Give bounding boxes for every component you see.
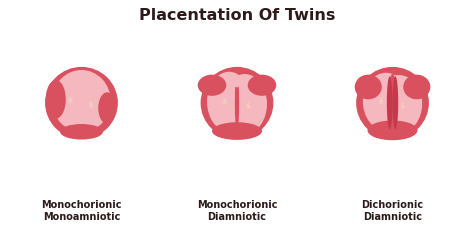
Ellipse shape — [404, 106, 405, 108]
Ellipse shape — [207, 72, 251, 132]
Ellipse shape — [246, 108, 248, 109]
Ellipse shape — [379, 102, 381, 104]
Ellipse shape — [246, 104, 247, 106]
Ellipse shape — [60, 124, 103, 140]
Ellipse shape — [223, 74, 267, 134]
Ellipse shape — [380, 99, 383, 103]
Ellipse shape — [233, 75, 241, 87]
Ellipse shape — [201, 68, 273, 138]
Ellipse shape — [401, 104, 402, 106]
Text: Dichorionic
Diamniotic: Dichorionic Diamniotic — [362, 200, 424, 222]
Ellipse shape — [401, 108, 403, 109]
Ellipse shape — [212, 122, 262, 140]
Ellipse shape — [223, 98, 226, 100]
Ellipse shape — [71, 102, 72, 104]
Ellipse shape — [73, 71, 91, 84]
Ellipse shape — [403, 107, 405, 109]
Ellipse shape — [248, 75, 276, 96]
Text: Placentation Of Twins: Placentation Of Twins — [139, 8, 335, 24]
Ellipse shape — [198, 75, 226, 96]
Ellipse shape — [379, 101, 380, 103]
Ellipse shape — [376, 75, 422, 133]
Ellipse shape — [46, 68, 117, 138]
Ellipse shape — [401, 107, 402, 108]
Ellipse shape — [69, 97, 71, 99]
Ellipse shape — [225, 103, 227, 104]
Ellipse shape — [247, 103, 249, 105]
Ellipse shape — [91, 101, 92, 104]
Ellipse shape — [382, 102, 383, 104]
Ellipse shape — [367, 120, 418, 140]
Ellipse shape — [381, 103, 383, 104]
Ellipse shape — [90, 103, 92, 106]
Ellipse shape — [92, 105, 94, 107]
Ellipse shape — [72, 99, 73, 100]
Ellipse shape — [52, 70, 111, 132]
Ellipse shape — [90, 107, 91, 108]
Ellipse shape — [222, 101, 224, 103]
Ellipse shape — [382, 100, 383, 101]
Ellipse shape — [388, 74, 398, 132]
Text: Monochorionic
Monoamniotic: Monochorionic Monoamniotic — [41, 200, 122, 222]
Ellipse shape — [355, 75, 382, 99]
Ellipse shape — [380, 98, 382, 100]
Ellipse shape — [89, 106, 90, 107]
Ellipse shape — [363, 73, 409, 131]
Ellipse shape — [357, 68, 428, 138]
Ellipse shape — [72, 101, 73, 103]
Ellipse shape — [89, 103, 90, 105]
Ellipse shape — [226, 100, 227, 101]
Ellipse shape — [226, 102, 227, 104]
Ellipse shape — [98, 92, 116, 124]
Ellipse shape — [82, 76, 85, 90]
Ellipse shape — [68, 100, 70, 102]
Text: Monochorionic
Diamniotic: Monochorionic Diamniotic — [197, 200, 277, 222]
Ellipse shape — [403, 75, 430, 99]
Ellipse shape — [402, 103, 404, 105]
Ellipse shape — [247, 104, 249, 108]
Ellipse shape — [91, 106, 93, 108]
Ellipse shape — [401, 104, 404, 108]
Ellipse shape — [68, 101, 70, 103]
Ellipse shape — [235, 74, 239, 132]
Ellipse shape — [248, 107, 250, 109]
Ellipse shape — [249, 106, 251, 108]
Ellipse shape — [387, 76, 392, 129]
Ellipse shape — [224, 99, 226, 103]
Ellipse shape — [223, 102, 225, 104]
Ellipse shape — [69, 98, 72, 102]
Ellipse shape — [392, 76, 398, 129]
Ellipse shape — [246, 107, 247, 108]
Ellipse shape — [46, 80, 66, 119]
